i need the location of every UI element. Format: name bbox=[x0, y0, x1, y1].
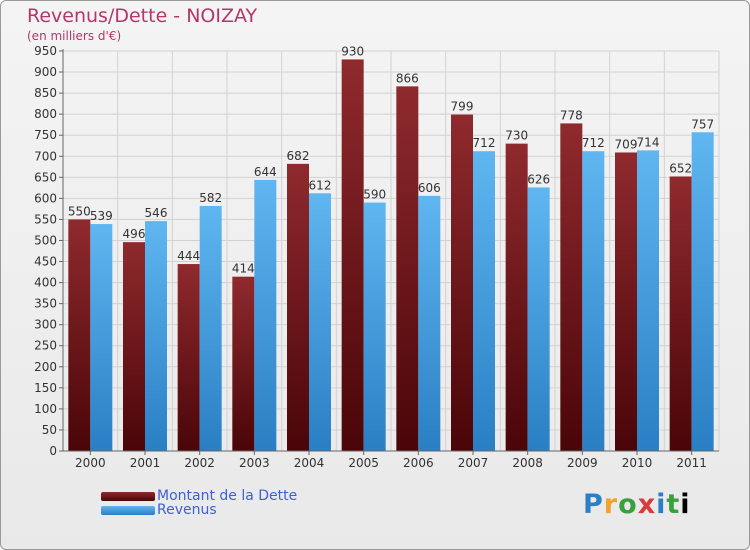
legend-item-revenue: Revenus bbox=[101, 502, 217, 518]
bar-revenue bbox=[199, 205, 222, 451]
grid-lines bbox=[62, 50, 720, 452]
data-labels: 550 539 496 546 444 582 414 644 682 612 930 590 866 6… bbox=[68, 44, 714, 275]
data-label-revenue: 590 bbox=[363, 188, 386, 202]
legend-label-debt: Montant de la Dette bbox=[157, 488, 298, 504]
y-tick-label: 0 bbox=[49, 444, 57, 458]
bar-revenue bbox=[582, 151, 605, 452]
legend-swatch-debt bbox=[101, 491, 155, 501]
bar-debt bbox=[615, 152, 637, 451]
bar-revenue bbox=[254, 179, 277, 451]
y-tick-label: 450 bbox=[34, 255, 57, 269]
y-tick-label: 150 bbox=[34, 381, 57, 395]
y-tick-label: 850 bbox=[34, 86, 57, 100]
y-tick-label: 650 bbox=[34, 170, 57, 184]
y-tick-label: 750 bbox=[34, 128, 57, 142]
bar-revenue bbox=[637, 150, 659, 452]
x-tick-label: 2007 bbox=[458, 456, 489, 470]
data-label-revenue: 582 bbox=[199, 191, 222, 205]
bar-revenue bbox=[363, 202, 386, 451]
y-tick-label: 250 bbox=[34, 339, 57, 353]
y-tick-label: 300 bbox=[34, 318, 57, 332]
x-tick-label: 2011 bbox=[676, 456, 707, 470]
data-label-revenue: 539 bbox=[90, 209, 113, 223]
data-label-debt: 652 bbox=[669, 161, 692, 175]
bar-revenue bbox=[691, 132, 714, 451]
y-tick-label: 600 bbox=[34, 191, 57, 205]
bar-debt bbox=[287, 163, 309, 451]
bar-debt bbox=[123, 242, 145, 451]
data-label-debt: 778 bbox=[560, 108, 583, 122]
data-label-debt: 496 bbox=[123, 227, 146, 241]
bar-debt bbox=[68, 219, 91, 451]
y-tick-label: 500 bbox=[34, 233, 57, 247]
y-tick-label: 50 bbox=[42, 423, 57, 437]
data-label-debt: 866 bbox=[396, 71, 419, 85]
data-label-revenue: 546 bbox=[145, 206, 168, 220]
data-label-revenue: 606 bbox=[418, 181, 441, 195]
y-tick-label: 350 bbox=[34, 297, 57, 311]
proxiti-logo: Proxiti bbox=[583, 489, 691, 520]
y-tick-label: 950 bbox=[34, 44, 57, 58]
x-tick-label: 2009 bbox=[567, 456, 598, 470]
y-tick-label: 550 bbox=[34, 212, 57, 226]
y-tick-label: 100 bbox=[34, 402, 57, 416]
chart-subtitle: (en milliers d'€) bbox=[27, 29, 122, 43]
bar-debt bbox=[396, 86, 419, 452]
y-tick-label: 200 bbox=[34, 360, 57, 374]
bar-debt bbox=[505, 143, 528, 451]
x-tick-label: 2001 bbox=[130, 456, 161, 470]
bar-debt bbox=[669, 176, 692, 451]
bar-revenue bbox=[418, 195, 441, 451]
bar-revenue bbox=[145, 221, 167, 451]
bar-revenue bbox=[90, 224, 113, 451]
chart-title: Revenus/Dette - NOIZAY bbox=[27, 5, 258, 27]
axes: 0 50 100 150 200 250 300 350 400 450 500 550 600 650 7… bbox=[34, 44, 719, 470]
legend-swatch-revenue bbox=[101, 505, 155, 515]
bar-revenue bbox=[309, 193, 331, 451]
y-tick-label: 800 bbox=[34, 107, 57, 121]
data-label-revenue: 712 bbox=[473, 136, 496, 150]
x-tick-label: 2006 bbox=[403, 456, 434, 470]
x-tick-label: 2004 bbox=[294, 456, 325, 470]
data-label-debt: 799 bbox=[451, 100, 474, 114]
bars bbox=[68, 59, 714, 452]
data-label-debt: 682 bbox=[287, 149, 310, 163]
x-tick-label: 2003 bbox=[239, 456, 270, 470]
legend-item-debt: Montant de la Dette bbox=[101, 488, 298, 504]
y-tick-label: 400 bbox=[34, 276, 57, 290]
bar-debt bbox=[232, 276, 255, 451]
y-tick-label: 900 bbox=[34, 65, 57, 79]
bar-revenue bbox=[473, 151, 495, 452]
data-label-debt: 730 bbox=[505, 129, 528, 143]
data-label-revenue: 612 bbox=[309, 178, 332, 192]
bar-debt bbox=[177, 264, 200, 451]
data-label-revenue: 714 bbox=[637, 135, 660, 149]
x-tick-label: 2008 bbox=[512, 456, 543, 470]
legend-label-revenue: Revenus bbox=[157, 502, 217, 518]
x-tick-label: 2000 bbox=[75, 456, 106, 470]
data-label-revenue: 626 bbox=[527, 172, 550, 186]
data-label-revenue: 757 bbox=[691, 117, 714, 131]
x-tick-label: 2005 bbox=[348, 456, 379, 470]
data-label-debt: 930 bbox=[341, 44, 364, 58]
data-label-revenue: 644 bbox=[254, 165, 277, 179]
bar-revenue bbox=[527, 187, 550, 451]
data-label-revenue: 712 bbox=[582, 136, 605, 150]
x-tick-label: 2002 bbox=[184, 456, 215, 470]
bar-debt bbox=[341, 59, 364, 451]
data-label-debt: 550 bbox=[68, 204, 91, 218]
data-label-debt: 709 bbox=[615, 137, 638, 151]
bar-debt bbox=[451, 114, 473, 451]
data-label-debt: 414 bbox=[232, 262, 255, 276]
y-tick-label: 700 bbox=[34, 149, 57, 163]
data-label-debt: 444 bbox=[177, 249, 200, 263]
x-tick-label: 2010 bbox=[622, 456, 653, 470]
bar-debt bbox=[560, 123, 583, 451]
